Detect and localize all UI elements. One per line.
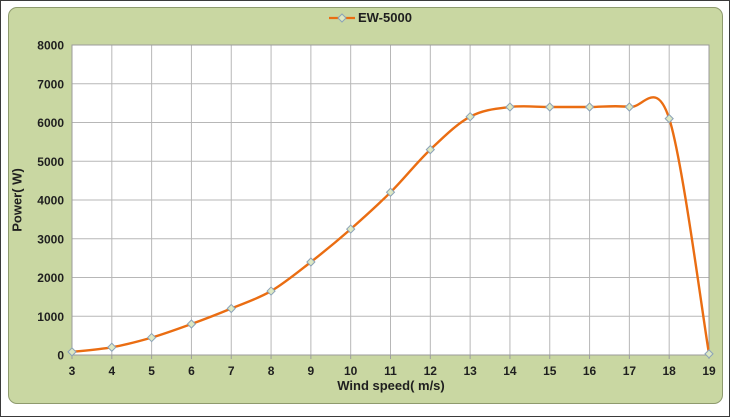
data-point-marker (385, 187, 396, 197)
data-point-marker (505, 102, 515, 112)
svg-text:3000: 3000 (37, 232, 64, 246)
svg-text:6000: 6000 (37, 116, 64, 130)
legend[interactable]: EW-5000 (329, 9, 412, 27)
data-point-marker (266, 286, 276, 296)
svg-text:8: 8 (268, 364, 275, 378)
svg-text:1000: 1000 (37, 310, 64, 324)
x-axis-tick-labels: 3 4 5 6 7 8 9 10 11 12 13 14 15 16 17 18 19 (69, 364, 716, 378)
data-point-marker (425, 144, 436, 155)
svg-text:5000: 5000 (37, 155, 64, 169)
x-axis-title: Wind speed( m/s) (337, 378, 445, 393)
data-point-marker (624, 102, 635, 112)
data-point-marker (107, 342, 117, 352)
svg-text:11: 11 (384, 364, 397, 378)
data-point-marker (67, 347, 77, 357)
svg-text:10: 10 (344, 364, 358, 378)
svg-text:2000: 2000 (37, 271, 64, 285)
data-point-marker (146, 332, 157, 343)
legend-series-marker-icon (329, 13, 355, 23)
svg-text:17: 17 (623, 364, 637, 378)
svg-text:16: 16 (583, 364, 597, 378)
data-point-markers (67, 102, 714, 359)
y-axis-tick-labels: 0 1000 2000 3000 4000 5000 6000 7000 8000 (37, 39, 64, 363)
svg-text:18: 18 (663, 364, 677, 378)
data-point-marker (226, 303, 236, 314)
data-point-marker (584, 102, 595, 112)
y-axis-title: Power( W) (9, 168, 25, 232)
data-point-marker (545, 102, 555, 112)
svg-text:4: 4 (108, 364, 115, 378)
svg-text:9: 9 (308, 364, 315, 378)
data-point-marker (306, 257, 316, 267)
legend-label: EW-5000 (358, 10, 412, 25)
data-point-marker (664, 113, 674, 124)
svg-text:4000: 4000 (37, 194, 64, 208)
data-point-marker (465, 111, 475, 122)
x-axis-ticks (71, 355, 710, 359)
svg-text:5: 5 (148, 364, 155, 378)
data-point-marker (704, 349, 714, 359)
svg-text:8000: 8000 (37, 39, 64, 53)
svg-text:0: 0 (57, 349, 64, 363)
svg-text:6: 6 (188, 364, 195, 378)
svg-text:7: 7 (228, 364, 235, 378)
svg-text:14: 14 (503, 364, 517, 378)
svg-text:13: 13 (463, 364, 477, 378)
data-point-marker (186, 319, 197, 329)
svg-text:7000: 7000 (37, 77, 64, 91)
svg-text:19: 19 (702, 364, 716, 378)
svg-text:15: 15 (543, 364, 557, 378)
data-point-marker (345, 224, 356, 234)
gridlines (71, 44, 710, 356)
svg-text:3: 3 (69, 364, 76, 378)
svg-text:12: 12 (424, 364, 438, 378)
